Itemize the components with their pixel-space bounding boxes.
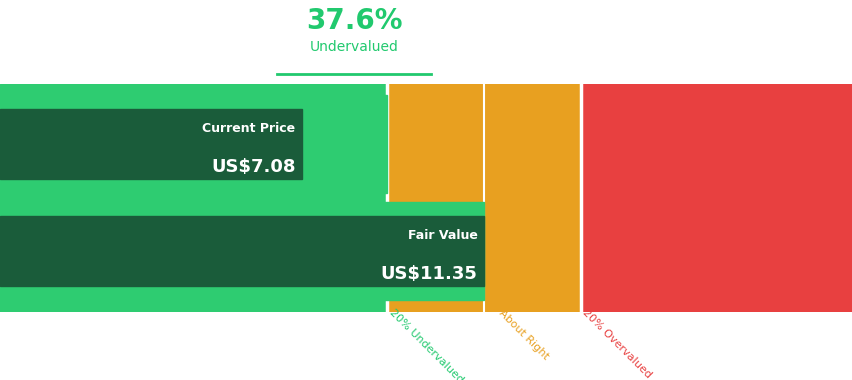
Bar bbox=[0, 109, 302, 179]
Bar bbox=[387, 84, 580, 312]
Bar bbox=[0, 216, 484, 287]
Text: Fair Value: Fair Value bbox=[407, 229, 477, 242]
Text: US$7.08: US$7.08 bbox=[210, 158, 295, 176]
Bar bbox=[580, 84, 852, 312]
Bar bbox=[0, 84, 387, 312]
Text: US$11.35: US$11.35 bbox=[380, 265, 477, 283]
Text: Current Price: Current Price bbox=[202, 122, 295, 135]
Text: Undervalued: Undervalued bbox=[309, 40, 398, 54]
Text: 20% Overvalued: 20% Overvalued bbox=[580, 308, 653, 380]
Text: About Right: About Right bbox=[496, 308, 550, 361]
Bar bbox=[0, 202, 484, 300]
Bar bbox=[0, 95, 387, 193]
Text: 37.6%: 37.6% bbox=[305, 7, 402, 35]
Text: 20% Undervalued: 20% Undervalued bbox=[387, 308, 464, 380]
